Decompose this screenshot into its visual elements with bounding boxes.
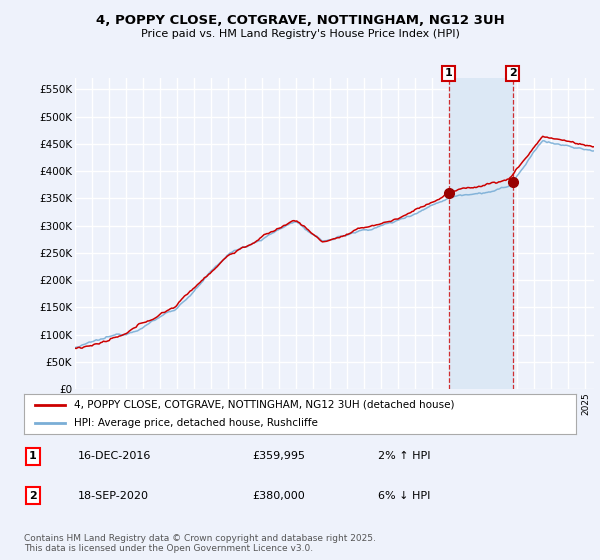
Text: 18-SEP-2020: 18-SEP-2020 <box>78 491 149 501</box>
Text: 2: 2 <box>509 68 517 78</box>
Text: 1: 1 <box>29 451 37 461</box>
Text: £359,995: £359,995 <box>252 451 305 461</box>
Text: £380,000: £380,000 <box>252 491 305 501</box>
Text: 4, POPPY CLOSE, COTGRAVE, NOTTINGHAM, NG12 3UH (detached house): 4, POPPY CLOSE, COTGRAVE, NOTTINGHAM, NG… <box>74 400 454 409</box>
Text: 4, POPPY CLOSE, COTGRAVE, NOTTINGHAM, NG12 3UH: 4, POPPY CLOSE, COTGRAVE, NOTTINGHAM, NG… <box>95 14 505 27</box>
Text: HPI: Average price, detached house, Rushcliffe: HPI: Average price, detached house, Rush… <box>74 418 317 428</box>
Text: Price paid vs. HM Land Registry's House Price Index (HPI): Price paid vs. HM Land Registry's House … <box>140 29 460 39</box>
Text: Contains HM Land Registry data © Crown copyright and database right 2025.
This d: Contains HM Land Registry data © Crown c… <box>24 534 376 553</box>
Bar <box>449 78 512 389</box>
Text: 16-DEC-2016: 16-DEC-2016 <box>78 451 151 461</box>
Text: 1: 1 <box>445 68 452 78</box>
Text: 2% ↑ HPI: 2% ↑ HPI <box>378 451 431 461</box>
Text: 2: 2 <box>29 491 37 501</box>
Text: 6% ↓ HPI: 6% ↓ HPI <box>378 491 430 501</box>
